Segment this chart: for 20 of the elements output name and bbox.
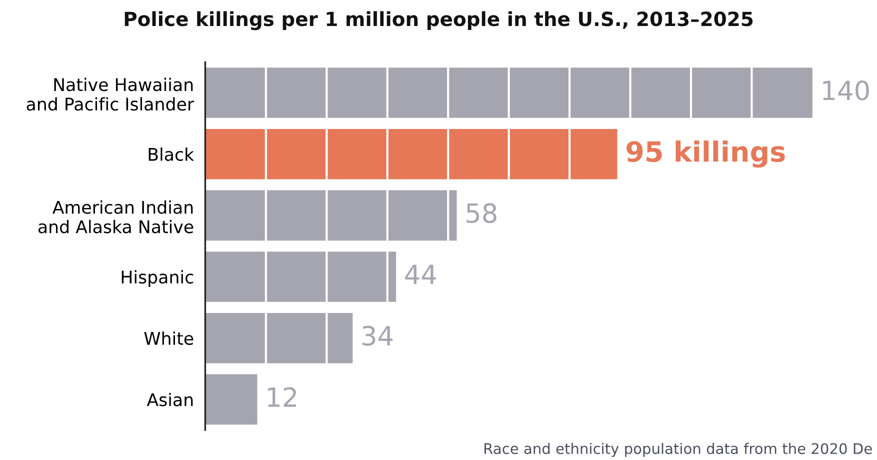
bar xyxy=(205,68,812,118)
bar xyxy=(205,252,396,302)
y-tick-label: White xyxy=(144,332,194,345)
bar xyxy=(205,190,457,241)
y-tick-label: Black xyxy=(148,148,194,161)
data-label: 12 xyxy=(268,387,296,407)
data-label: 95 killings xyxy=(626,140,785,168)
bar xyxy=(205,374,258,425)
data-label: 58 xyxy=(466,203,496,224)
data-label: 34 xyxy=(362,326,393,346)
y-tick-label: Hispanic xyxy=(122,270,194,287)
data-label: 140 xyxy=(823,80,869,100)
y-tick-label: American Indian and Alaska Native xyxy=(38,200,194,234)
text: Race and ethnicity population data from the 2020 De xyxy=(484,442,872,457)
y-tick-label: Asian xyxy=(146,392,193,406)
chart-title: Police killings per 1 million people in the U.S., 2013–2025 xyxy=(124,11,753,30)
y-tick-label: Native Hawaiian and Pacific Islander xyxy=(26,78,194,111)
bar xyxy=(205,128,618,180)
bar xyxy=(205,312,353,364)
data-label: 44 xyxy=(405,264,436,284)
